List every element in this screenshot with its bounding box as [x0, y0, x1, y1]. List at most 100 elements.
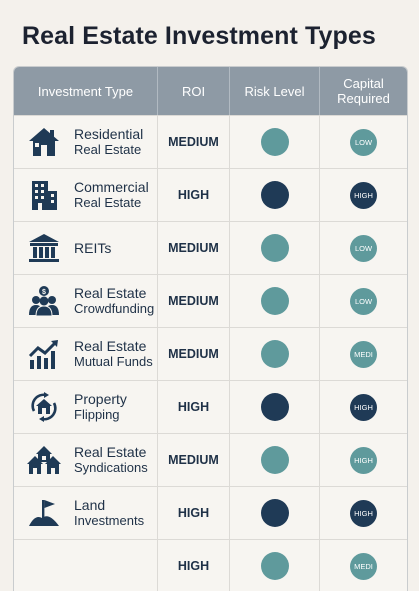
risk-cell — [230, 540, 320, 591]
investment-type-line2: Crowdfunding — [74, 301, 155, 316]
investment-type-cell: Real Estate Syndications — [14, 434, 158, 486]
investment-type-label: Property Flipping — [74, 391, 127, 423]
capital-cell: HIGH — [320, 169, 407, 221]
roi-value: HIGH — [158, 169, 230, 221]
investment-type-line2: Flipping — [74, 407, 120, 422]
growth-chart-icon — [26, 336, 62, 372]
capital-cell: LOW — [320, 275, 407, 327]
table-row: Commercial Real Estate HIGH HIGH — [14, 168, 407, 221]
capital-badge: MEDI — [350, 552, 377, 580]
table-row: Property Flipping HIGH HIGH — [14, 380, 407, 433]
risk-level-dot — [260, 340, 289, 368]
capital-badge: HIGH — [350, 393, 377, 421]
investment-type-cell: Property Flipping — [14, 381, 158, 433]
investment-type-line1: Real Estate — [74, 444, 147, 460]
investment-type-line2: Real Estate — [74, 142, 142, 157]
investment-type-line2: Syndications — [74, 460, 148, 475]
investment-type-label: Residential Real Estate — [74, 126, 143, 158]
roi-value: HIGH — [158, 381, 230, 433]
crowd-icon: $ — [26, 283, 62, 319]
risk-cell — [230, 275, 320, 327]
investment-type-cell: REITs — [14, 222, 158, 274]
risk-level-dot — [260, 393, 289, 421]
investment-type-line1: Property — [74, 391, 127, 407]
capital-cell: MEDI — [320, 540, 407, 591]
risk-cell — [230, 222, 320, 274]
capital-cell: HIGH — [320, 487, 407, 539]
roi-value: MEDIUM — [158, 275, 230, 327]
roi-value: HIGH — [158, 540, 230, 591]
table-header: Investment Type ROI Risk Level Capital R… — [14, 67, 407, 115]
land-flag-icon — [26, 495, 62, 531]
investment-type-label: Real Estate Crowdfunding — [74, 285, 154, 317]
table-row: Real Estate Mutual Funds MEDIUM MEDI — [14, 327, 407, 380]
header-capital-required: Capital Required — [337, 76, 390, 106]
roi-value: MEDIUM — [158, 328, 230, 380]
page-title: Real Estate Investment Types — [22, 22, 376, 50]
investment-type-line1: Real Estate — [74, 285, 147, 301]
investment-type-line1: Real Estate — [74, 338, 147, 354]
table-row: Land Investments HIGH HIGH — [14, 486, 407, 539]
investment-type-line1: Residential — [74, 126, 144, 142]
table-row: Residential Real Estate MEDIUM LOW — [14, 115, 407, 168]
risk-level-dot — [260, 446, 289, 474]
investment-type-line2: Mutual Funds — [74, 354, 153, 369]
capital-badge: MEDI — [350, 340, 377, 368]
risk-level-dot — [260, 128, 289, 156]
risk-level-dot — [260, 181, 289, 209]
capital-badge: LOW — [350, 234, 377, 262]
capital-badge: LOW — [350, 128, 377, 156]
capital-cell: MEDI — [320, 328, 407, 380]
table-row: $ Real Estate Crowdfunding MEDIUM LOW — [14, 274, 407, 327]
roi-value: HIGH — [158, 487, 230, 539]
house-icon — [26, 124, 62, 160]
risk-level-dot — [260, 234, 289, 262]
risk-level-dot — [260, 552, 289, 580]
roi-value: MEDIUM — [158, 222, 230, 274]
risk-cell — [230, 169, 320, 221]
capital-badge: HIGH — [350, 181, 377, 209]
table-row: REITs MEDIUM LOW — [14, 221, 407, 274]
capital-cell: HIGH — [320, 434, 407, 486]
investment-type-cell: Real Estate Mutual Funds — [14, 328, 158, 380]
building-icon — [26, 177, 62, 213]
investment-type-cell — [14, 540, 158, 591]
svg-text:$: $ — [42, 289, 46, 296]
investment-type-cell: Land Investments — [14, 487, 158, 539]
investment-type-label: Real Estate Mutual Funds — [74, 338, 153, 370]
capital-cell: HIGH — [320, 381, 407, 433]
capital-badge: HIGH — [350, 446, 377, 474]
investment-type-label: Real Estate Syndications — [74, 444, 148, 476]
table-row: HIGH MEDI — [14, 539, 407, 591]
header-investment-type: Investment Type — [14, 67, 158, 115]
investment-type-line2: Investments — [74, 513, 145, 528]
roi-value: MEDIUM — [158, 434, 230, 486]
risk-cell — [230, 434, 320, 486]
investment-type-line1: Commercial — [74, 179, 149, 195]
risk-cell — [230, 328, 320, 380]
table-body: Residential Real Estate MEDIUM LOW Comme… — [14, 115, 407, 591]
investment-type-label: Land Investments — [74, 497, 144, 529]
investment-type-label: Commercial Real Estate — [74, 179, 149, 211]
investment-table: Investment Type ROI Risk Level Capital R… — [13, 66, 408, 591]
houses-icon — [26, 442, 62, 478]
roi-value: MEDIUM — [158, 116, 230, 168]
investment-type-line1: REITs — [74, 240, 112, 256]
risk-level-dot — [260, 287, 289, 315]
bank-icon — [26, 230, 62, 266]
risk-cell — [230, 116, 320, 168]
capital-badge: HIGH — [350, 499, 377, 527]
investment-type-label: REITs — [74, 240, 111, 256]
header-risk-level: Risk Level — [230, 67, 320, 115]
blank-icon — [26, 548, 62, 584]
investment-type-cell: $ Real Estate Crowdfunding — [14, 275, 158, 327]
risk-level-dot — [260, 499, 289, 527]
risk-cell — [230, 381, 320, 433]
investment-type-line2: Real Estate — [74, 195, 142, 210]
investment-type-cell: Commercial Real Estate — [14, 169, 158, 221]
investment-type-cell: Residential Real Estate — [14, 116, 158, 168]
capital-badge: LOW — [350, 287, 377, 315]
house-cycle-icon — [26, 389, 62, 425]
table-row: Real Estate Syndications MEDIUM HIGH — [14, 433, 407, 486]
investment-type-line1: Land — [74, 497, 106, 513]
